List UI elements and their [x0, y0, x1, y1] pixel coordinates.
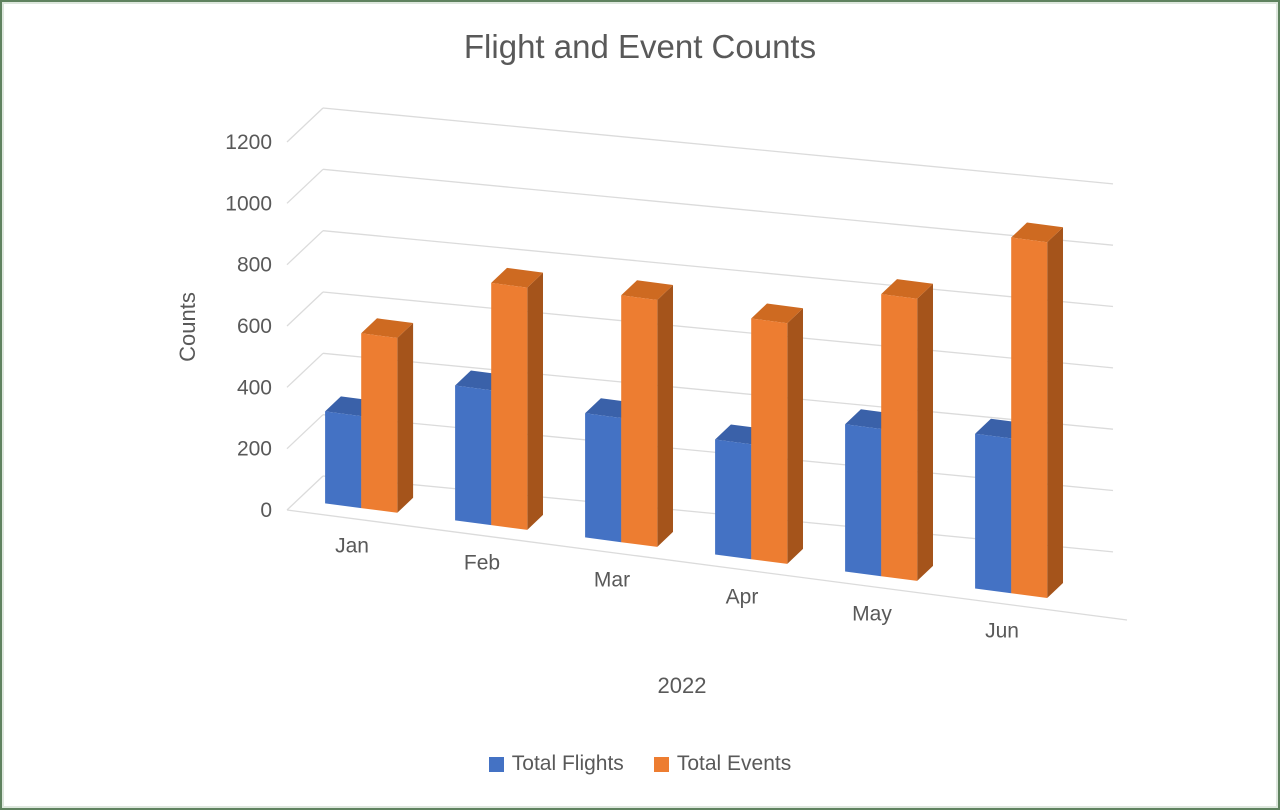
gridline-back [322, 291, 1114, 369]
y-tick-label: 400 [237, 376, 272, 399]
y-tick-label: 1000 [225, 192, 272, 215]
gridline-side [286, 230, 324, 266]
bar-jan-total-events[interactable] [361, 318, 414, 513]
category-label: Apr [726, 586, 759, 609]
gridline-back [322, 230, 1114, 308]
legend-label-total-events: Total Events [676, 752, 792, 775]
bar-feb-total-events[interactable] [491, 267, 543, 530]
bar-may-total-events[interactable] [881, 279, 933, 581]
bar-face-front [845, 424, 882, 577]
bar-face-front [491, 282, 528, 530]
y-axis-tick-labels: 0 200 400 600 800 1000 1200 [225, 131, 272, 522]
legend-item-total-flights[interactable]: Total Flights [488, 752, 624, 776]
bar-apr-total-events[interactable] [751, 303, 803, 564]
bar-face-front [751, 318, 788, 564]
gridline-side [286, 352, 324, 388]
y-tick-label: 200 [237, 438, 272, 461]
bar-face-front [325, 411, 362, 509]
x-axis-category-labels: Jan Feb Mar Apr May Jun [335, 535, 1019, 643]
legend: Total Flights Total Events [2, 752, 1278, 776]
y-tick-label: 0 [260, 499, 272, 522]
bar-face-front [975, 433, 1012, 594]
category-label: Feb [464, 552, 500, 575]
bar-face-side [527, 272, 543, 530]
bar-face-top [491, 267, 543, 288]
legend-swatch-total-flights [488, 756, 504, 772]
bar-face-front [455, 385, 492, 526]
gridline-side [286, 475, 324, 511]
bar-face-side [397, 323, 414, 513]
legend-label-total-flights: Total Flights [511, 752, 624, 775]
y-tick-label: 1200 [225, 131, 272, 154]
category-label: Jan [335, 535, 369, 558]
bar-face-front [621, 295, 658, 547]
bar-face-side [917, 283, 933, 581]
category-label: May [852, 603, 892, 626]
chart-title: Flight and Event Counts [463, 28, 817, 65]
bar-face-top [621, 280, 673, 300]
category-label: Jun [985, 620, 1019, 643]
floor-front-edge [286, 509, 1128, 621]
bar-face-top [1011, 222, 1063, 243]
bar-face-front [1011, 237, 1048, 598]
gridline-back [322, 352, 1114, 430]
category-label: Mar [594, 569, 630, 592]
bar-face-front [361, 333, 398, 513]
bar-face-top [361, 318, 414, 338]
gridline-back [322, 107, 1114, 185]
bar-face-side [787, 308, 803, 564]
bars [325, 222, 1063, 599]
bar-mar-total-events[interactable] [621, 280, 673, 547]
bar-jun-total-events[interactable] [1011, 222, 1063, 599]
gridline-side [286, 168, 324, 204]
y-tick-label: 600 [237, 315, 272, 338]
legend-item-total-events[interactable]: Total Events [653, 752, 792, 776]
gridline-back [322, 168, 1114, 246]
gridline-side [286, 291, 324, 327]
legend-swatch-total-events [653, 756, 669, 772]
gridline-side [286, 414, 324, 450]
bar-face-front [881, 294, 918, 581]
bar-face-side [1047, 227, 1063, 598]
bar-face-front [585, 413, 622, 543]
bar-face-top [751, 303, 803, 324]
x-axis-title: 2022 [657, 673, 707, 698]
gridline-side [286, 107, 324, 143]
bar-face-front [715, 439, 752, 560]
y-tick-label: 800 [237, 254, 272, 277]
bar-face-side [657, 285, 673, 547]
bar-face-top [881, 279, 933, 299]
